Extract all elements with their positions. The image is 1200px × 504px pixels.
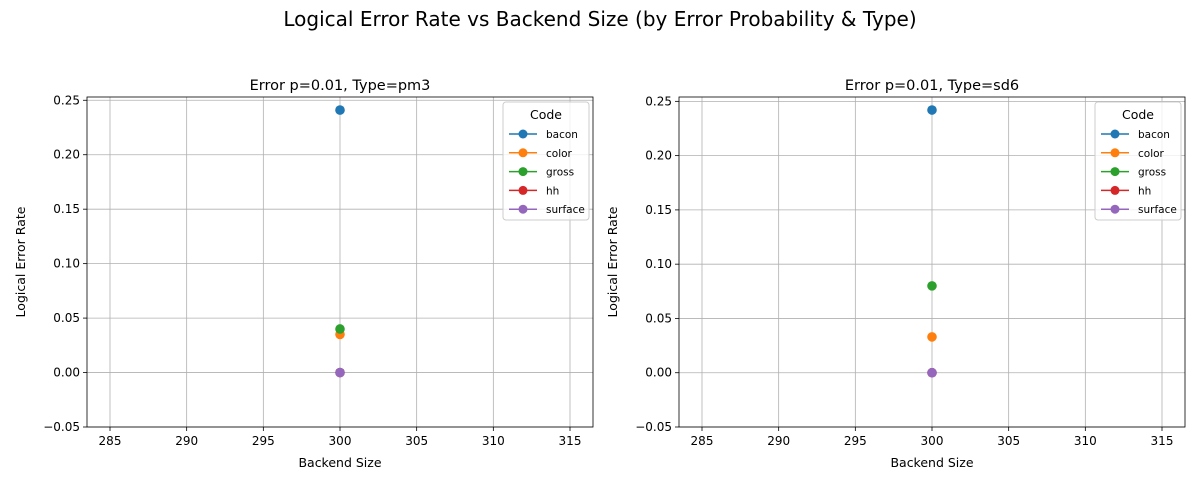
legend-marker <box>518 167 528 177</box>
y-tick-label: −0.05 <box>635 420 672 434</box>
x-tick-label: 300 <box>921 434 944 448</box>
data-point <box>927 332 937 342</box>
x-tick-label: 290 <box>767 434 790 448</box>
y-tick-label: −0.05 <box>43 420 80 434</box>
x-axis-label: Backend Size <box>890 455 973 470</box>
figure-title: Logical Error Rate vs Backend Size (by E… <box>283 7 916 31</box>
legend-entry-bacon: bacon <box>1101 129 1170 141</box>
legend-label: gross <box>546 167 574 179</box>
y-tick-label: 0.05 <box>645 311 672 325</box>
legend-entry-surface: surface <box>1101 204 1177 216</box>
x-tick-label: 295 <box>252 434 275 448</box>
series-surface <box>335 367 345 378</box>
x-tick-label: 310 <box>482 434 505 448</box>
chart-panel-2: 285 290 295 300 305 310 315 −0.05 0.00 0.05 0.10 0.… <box>605 78 1186 470</box>
legend-entry-surface: surface <box>509 204 585 216</box>
x-tick-label: 315 <box>1151 434 1174 448</box>
x-tick-label: 290 <box>175 434 198 448</box>
y-tick-label: 0.25 <box>645 94 672 108</box>
series-color <box>927 332 937 342</box>
x-tick-label: 305 <box>997 434 1020 448</box>
y-axis-label: Logical Error Rate <box>605 206 620 317</box>
legend-marker <box>518 185 528 195</box>
chart-title: Error p=0.01, Type=pm3 <box>250 78 431 94</box>
legend-marker <box>1110 148 1120 158</box>
axes-frame <box>86 96 594 428</box>
legend-label: bacon <box>546 129 578 141</box>
legend-title: Code <box>530 107 562 122</box>
data-point <box>927 367 937 378</box>
legend-label: surface <box>1138 204 1177 216</box>
legend-entry-color: color <box>1101 148 1165 160</box>
legend-marker <box>1110 204 1120 214</box>
legend-entry-hh: hh <box>509 185 559 197</box>
legend-marker <box>518 148 528 158</box>
chart-panel-1: 285 290 295 300 305 310 315 −0.05 0.00 0.05 0.10 0.… <box>13 78 594 470</box>
legend-entry-gross: gross <box>509 167 574 179</box>
y-tick-label: 0.05 <box>53 311 80 325</box>
y-tick-label: 0.15 <box>645 203 672 217</box>
legend-marker <box>1110 129 1120 139</box>
legend-label: surface <box>546 204 585 216</box>
x-tick-label: 310 <box>1074 434 1097 448</box>
x-tick-label: 305 <box>405 434 428 448</box>
y-tick-label: 0.20 <box>645 149 672 163</box>
series-bacon <box>927 105 937 115</box>
y-tick-label: 0.20 <box>53 148 80 162</box>
legend-marker <box>518 204 528 214</box>
data-point <box>927 105 937 115</box>
x-tick-label: 315 <box>559 434 582 448</box>
axes-frame <box>678 96 1186 428</box>
x-tick-label: 295 <box>844 434 867 448</box>
legend-entry-bacon: bacon <box>509 129 578 141</box>
legend-label: hh <box>1138 185 1151 197</box>
x-axis-label: Backend Size <box>298 455 381 470</box>
legend-label: bacon <box>1138 129 1170 141</box>
x-tick-label: 300 <box>329 434 352 448</box>
legend-label: hh <box>546 185 559 197</box>
y-tick-label: 0.15 <box>53 202 80 216</box>
series-bacon <box>335 105 345 115</box>
y-tick-label: 0.10 <box>645 257 672 271</box>
data-point <box>927 281 937 291</box>
series-gross <box>927 281 937 291</box>
chart-title: Error p=0.01, Type=sd6 <box>845 78 1019 94</box>
data-point <box>335 324 345 334</box>
legend-marker <box>1110 185 1120 195</box>
series-gross <box>335 324 345 334</box>
legend-entry-color: color <box>509 148 573 160</box>
x-tick-label: 285 <box>691 434 714 448</box>
series-surface <box>927 367 937 378</box>
y-axis-label: Logical Error Rate <box>13 206 28 317</box>
y-tick-label: 0.00 <box>53 366 80 380</box>
y-tick-label: 0.25 <box>53 93 80 107</box>
data-point <box>335 367 345 378</box>
legend-title: Code <box>1122 107 1154 122</box>
legend-label: gross <box>1138 167 1166 179</box>
data-point <box>335 105 345 115</box>
legend-marker <box>518 129 528 139</box>
y-tick-label: 0.00 <box>645 366 672 380</box>
legend-label: color <box>1138 148 1165 160</box>
legend: Code bacon color gross hh surface <box>1094 101 1182 221</box>
legend-marker <box>1110 167 1120 177</box>
legend-label: color <box>546 148 573 160</box>
y-tick-label: 0.10 <box>53 257 80 271</box>
legend-entry-hh: hh <box>1101 185 1151 197</box>
x-tick-label: 285 <box>99 434 122 448</box>
legend-entry-gross: gross <box>1101 167 1166 179</box>
legend: Code bacon color gross hh surface <box>502 101 590 221</box>
